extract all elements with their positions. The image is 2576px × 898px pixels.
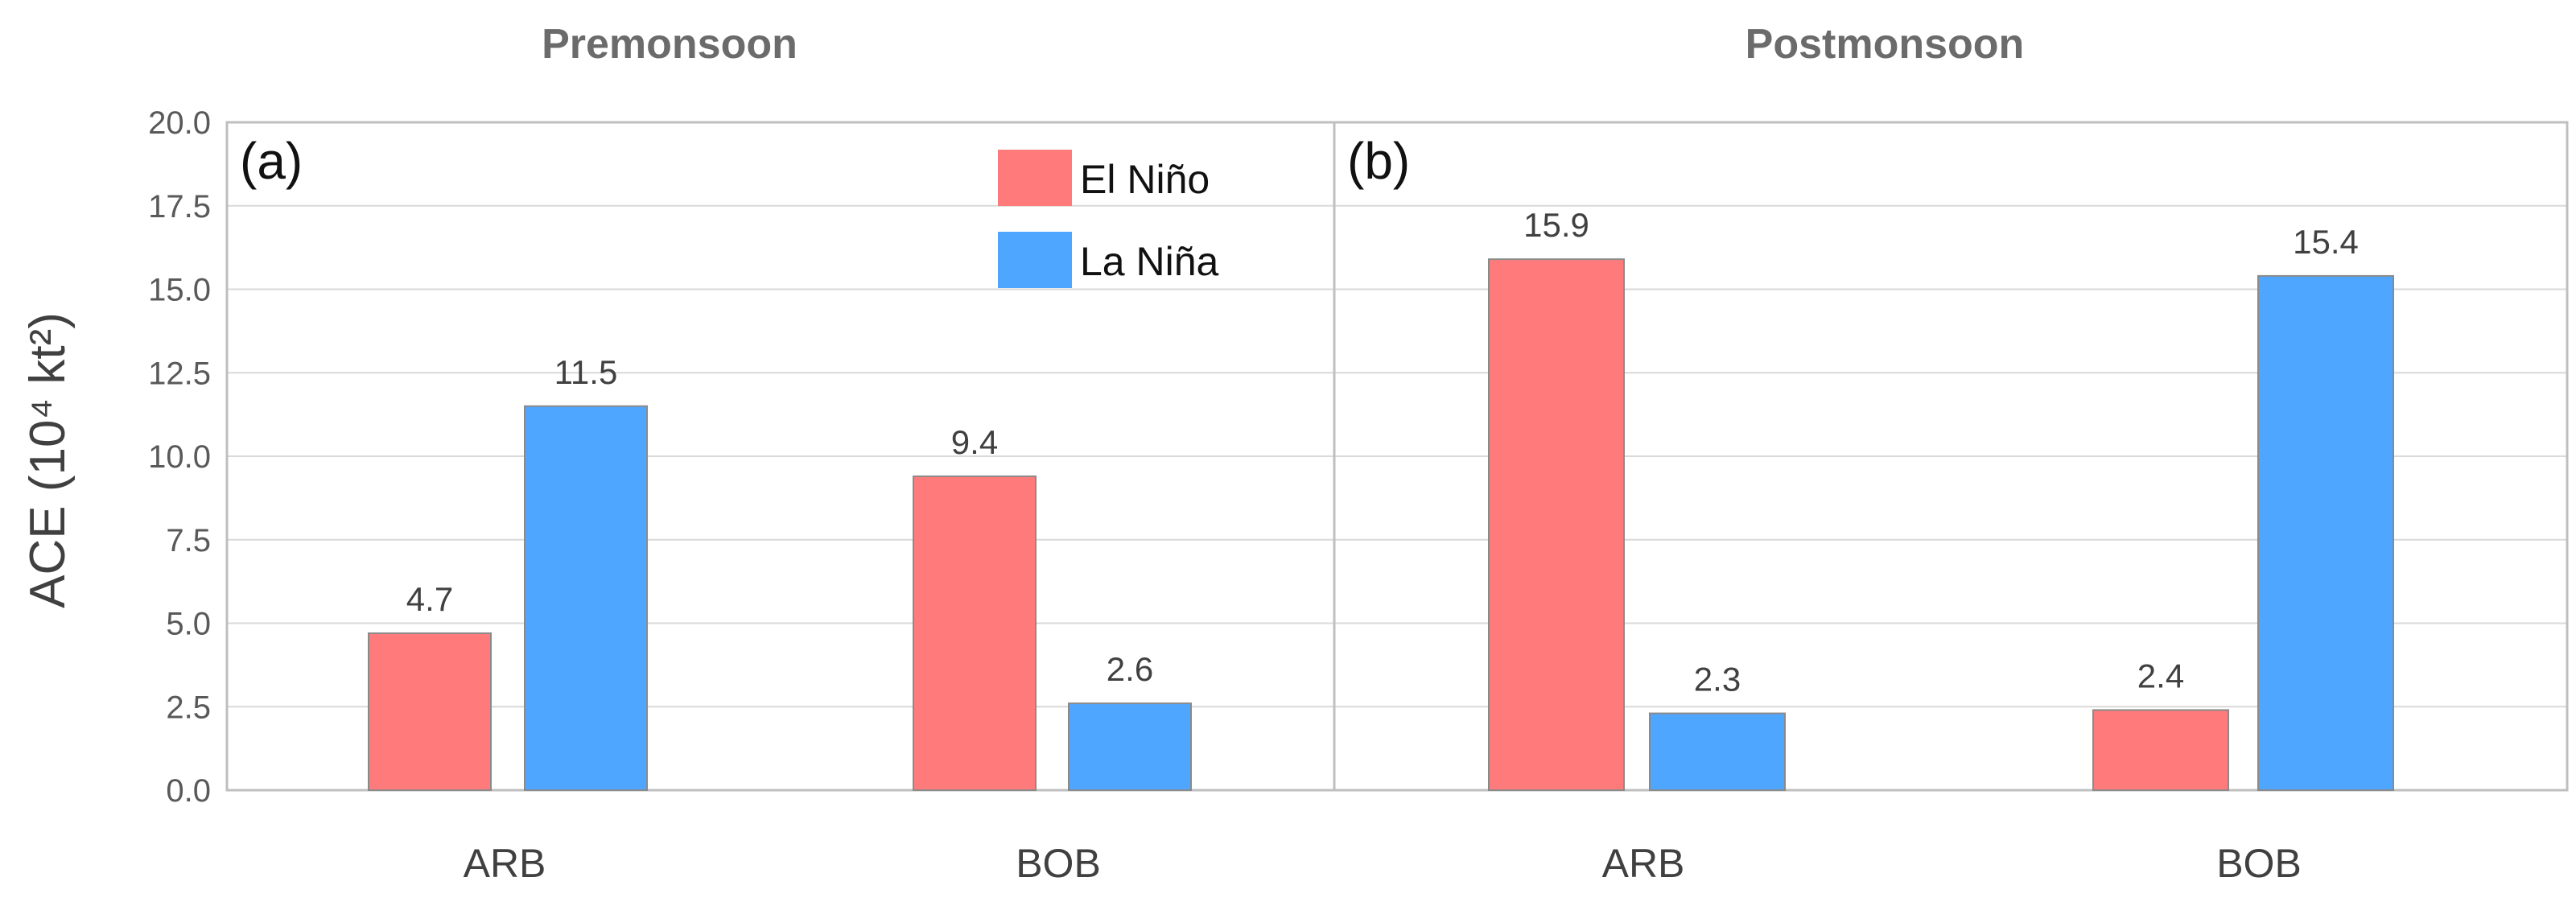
panel-b-title: Postmonsoon xyxy=(1745,21,2025,68)
y-tick-labels: 0.0 2.5 5.0 7.5 10.0 12.5 15.0 17.5 20.0 xyxy=(148,105,211,809)
panel-b-category-arb: ARB xyxy=(1602,841,1685,886)
panel-b-letter: (b) xyxy=(1347,132,1410,190)
data-label-b-bob-el-nino: 2.4 xyxy=(2137,657,2184,694)
data-label-a-arb-la-nina: 11.5 xyxy=(554,353,618,391)
panel-a-title: Premonsoon xyxy=(542,21,798,68)
y-tick-label: 10.0 xyxy=(148,439,211,475)
y-tick-label: 12.5 xyxy=(148,356,211,391)
bar-a-bob-el-nino xyxy=(913,475,1037,792)
legend-swatch-el-nino xyxy=(998,150,1072,206)
y-axis-label: ACE (10⁴ kt²) xyxy=(20,312,76,608)
y-tick-label: 5.0 xyxy=(166,607,211,642)
y-tick-label: 15.0 xyxy=(148,273,211,308)
data-label-a-arb-el-nino: 4.7 xyxy=(406,580,453,618)
data-label-b-arb-la-nina: 2.3 xyxy=(1694,661,1741,698)
legend-label-la-nina: La Niña xyxy=(1080,239,1219,284)
y-tick-label: 7.5 xyxy=(166,523,211,558)
panel-b-frame xyxy=(1333,121,2569,792)
legend-swatch-la-nina xyxy=(998,232,1072,288)
legend-label-el-nino: El Niño xyxy=(1080,157,1210,202)
y-tick-label: 20.0 xyxy=(148,105,211,141)
y-tick-label: 0.0 xyxy=(166,773,211,809)
data-labels: 4.7 11.5 9.4 2.6 15.9 2.3 2.4 15.4 xyxy=(406,206,2359,698)
panel-a-category-arb: ARB xyxy=(464,841,546,886)
bars xyxy=(368,258,2394,792)
data-label-b-bob-la-nina: 15.4 xyxy=(2293,223,2359,261)
bar-b-arb-el-nino xyxy=(1488,258,1625,791)
bar-a-arb-la-nina xyxy=(524,405,648,791)
data-label-a-bob-la-nina: 2.6 xyxy=(1107,650,1153,688)
bar-b-bob-el-nino xyxy=(2092,709,2229,792)
bar-b-bob-la-nina xyxy=(2257,274,2394,791)
panel-a-category-bob: BOB xyxy=(1016,841,1101,886)
y-tick-label: 17.5 xyxy=(148,189,211,224)
panel-a-letter: (a) xyxy=(240,132,303,190)
y-tick-label: 2.5 xyxy=(166,690,211,725)
data-label-b-arb-el-nino: 15.9 xyxy=(1523,206,1589,244)
bar-a-bob-la-nina xyxy=(1068,702,1192,791)
bar-b-arb-la-nina xyxy=(1649,712,1786,791)
data-label-a-bob-el-nino: 9.4 xyxy=(951,423,998,461)
bar-a-arb-el-nino xyxy=(368,632,492,792)
panel-b-category-bob: BOB xyxy=(2216,841,2302,886)
legend: El Niño La Niña xyxy=(998,150,1219,288)
